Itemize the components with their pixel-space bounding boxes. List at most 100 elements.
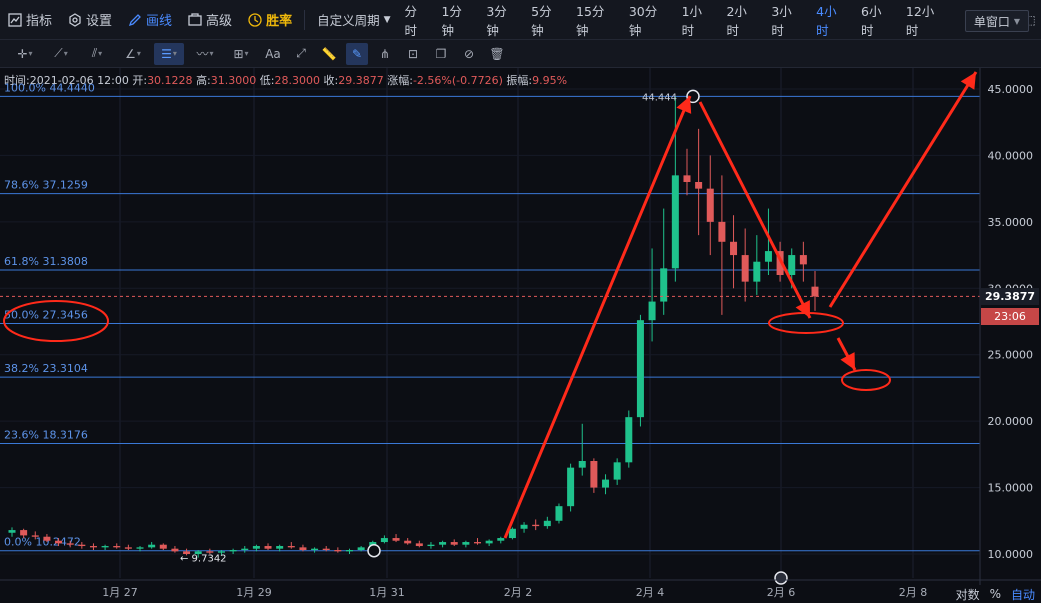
lock-icon[interactable]: ⊡ — [407, 46, 419, 61]
line-icon[interactable]: ⟋ ▾ — [54, 46, 68, 60]
period-7[interactable]: 2小时 — [726, 3, 747, 38]
candle-body — [671, 175, 679, 269]
candle-body — [578, 461, 586, 468]
candle-body — [450, 542, 458, 545]
chevron-down-icon[interactable]: ▾ — [28, 49, 33, 58]
window-mode-dropdown[interactable]: 单窗口 ▼ — [964, 10, 1029, 32]
chevron-down-icon[interactable]: ▾ — [136, 49, 141, 58]
settings-button[interactable]: 设置 — [60, 0, 120, 40]
hide-icon[interactable]: ⊘ — [463, 46, 475, 61]
percent-scale-toggle[interactable]: % — [989, 587, 1001, 601]
arrow-down-pullback[interactable] — [698, 101, 812, 319]
target-ellipse[interactable] — [841, 369, 891, 391]
candle-body — [392, 538, 400, 541]
custom-period-dropdown[interactable]: 自定义周期 ▼ — [309, 0, 398, 40]
candlesticks — [8, 96, 819, 558]
x-tick-label: 1月 31 — [369, 586, 405, 599]
period-0[interactable]: 分时 — [404, 3, 418, 38]
annotations[interactable]: 44.444 ← 9.7342 — [0, 71, 980, 585]
auto-scale-toggle[interactable]: 自动 — [1010, 587, 1035, 602]
chevron-down-icon[interactable]: ▾ — [244, 49, 249, 58]
candle-body — [322, 548, 330, 551]
period-5[interactable]: 30分钟 — [628, 3, 658, 38]
chevron-down-icon[interactable]: ▾ — [63, 49, 68, 58]
candle-body — [799, 255, 807, 265]
magnet-icon[interactable]: ⋔ — [379, 46, 391, 61]
screenshot-icon[interactable]: ⬚ — [1024, 12, 1036, 27]
candle-body — [241, 548, 249, 551]
amplitude-label: 振幅: — [506, 74, 533, 87]
low-marker-handle[interactable] — [367, 543, 381, 558]
period-9[interactable]: 4小时 — [816, 3, 837, 38]
draw-line-button[interactable]: 画线 — [120, 0, 180, 40]
candle-body — [311, 548, 319, 551]
chevron-down-icon[interactable]: ▾ — [209, 49, 214, 58]
arrow-down-small[interactable] — [836, 337, 857, 371]
rectangle-icon[interactable]: ⊞ ▾ — [233, 46, 249, 61]
candle-body — [276, 546, 284, 549]
fib-level-label: 0.0% 10.2472 — [4, 536, 81, 549]
advanced-label: 高级 — [206, 14, 233, 29]
ruler-icon[interactable]: 📏 — [321, 46, 337, 61]
period-1[interactable]: 1分钟 — [441, 3, 462, 38]
chevron-down-icon[interactable]: ▾ — [98, 49, 103, 58]
indicator-label: 指标 — [26, 14, 53, 29]
period-11[interactable]: 12小时 — [905, 3, 935, 38]
pen-tool-icon[interactable]: ✎ — [346, 42, 368, 65]
main-toolbar: 指标 设置 画线 高级 胜率 自定义周期 ▼ 分时 1分钟 3分钟 5分钟 15分钟 30… — [0, 0, 1041, 40]
candle-body — [532, 524, 540, 527]
fibonacci-icon[interactable]: ☰ ▾ — [154, 42, 184, 65]
fibonacci-retracement[interactable]: 100.0% 44.4440 78.6% 37.1259 61.8% 31.3808… — [0, 81, 980, 552]
indicator-icon — [8, 12, 22, 27]
support-ellipse[interactable] — [768, 312, 844, 334]
price-chart[interactable]: 100.0% 44.4440 78.6% 37.1259 61.8% 31.3808… — [0, 68, 1041, 603]
arrow-up-target[interactable] — [828, 71, 978, 308]
chevron-down-icon: ▼ — [1013, 16, 1020, 26]
candle-body — [287, 546, 295, 548]
candle-body — [43, 536, 51, 541]
advanced-button[interactable]: 高级 — [180, 0, 240, 40]
winrate-button[interactable]: 胜率 — [240, 0, 300, 40]
x-axis[interactable]: 1月 27 1月 29 1月 31 2月 2 2月 4 2月 6 2月 8 — [0, 579, 1041, 599]
angle-icon[interactable]: ∠ ▾ — [125, 46, 141, 61]
candle-body — [695, 182, 703, 189]
period-6[interactable]: 1小时 — [681, 3, 703, 38]
period-8[interactable]: 3小时 — [771, 3, 792, 38]
channel-icon[interactable]: ⫽ ▾ — [91, 46, 103, 60]
x-tick-label: 2月 4 — [636, 586, 665, 599]
toolbar-divider — [304, 9, 306, 30]
period-10[interactable]: 6小时 — [861, 3, 882, 38]
time-marker-handle[interactable] — [774, 571, 788, 585]
candle-body — [485, 540, 493, 544]
text-icon[interactable]: Aa — [265, 46, 281, 61]
y-tick-label: 45.0000 — [988, 83, 1034, 96]
period-3[interactable]: 5分钟 — [531, 3, 552, 38]
chevron-down-icon: ▼ — [383, 14, 391, 25]
y-axis[interactable]: 45.000040.000035.000030.000025.000020.00… — [979, 68, 1034, 603]
arrow-up-rally[interactable] — [503, 95, 692, 539]
fib-50-highlight-ellipse[interactable] — [3, 300, 109, 342]
indicator-button[interactable]: 指标 — [0, 0, 60, 40]
candle-body — [136, 547, 144, 549]
chevron-down-icon[interactable]: ▾ — [172, 49, 177, 58]
crosshair-icon[interactable]: ✛ ▾ — [17, 46, 33, 61]
candle-body — [718, 221, 726, 242]
candle-body — [89, 546, 97, 548]
candle-body — [404, 540, 412, 544]
log-scale-toggle[interactable]: 对数 — [955, 587, 980, 602]
y-tick-label: 10.0000 — [988, 548, 1034, 561]
candle-body — [602, 479, 610, 488]
candle-body — [427, 544, 435, 547]
period-4[interactable]: 15分钟 — [576, 3, 605, 38]
copy-icon[interactable]: ❐ — [435, 46, 447, 61]
fib-level-label: 50.0% 27.3456 — [4, 309, 88, 322]
measure-icon[interactable]: ⤢ — [296, 46, 306, 60]
open-label: 开: — [132, 74, 148, 87]
period-list: 分时 1分钟 3分钟 5分钟 15分钟 30分钟 1小时 2小时 3小时 4小时 6小时 12小时 — [399, 0, 953, 40]
trash-icon[interactable]: 🗑 — [489, 46, 505, 61]
wave-icon[interactable]: 〰 ▾ — [196, 47, 214, 61]
period-2[interactable]: 3分钟 — [486, 3, 507, 38]
candle-body — [264, 546, 272, 549]
low-marker-label: ← 9.7342 — [180, 554, 227, 565]
candle-body — [20, 530, 28, 536]
